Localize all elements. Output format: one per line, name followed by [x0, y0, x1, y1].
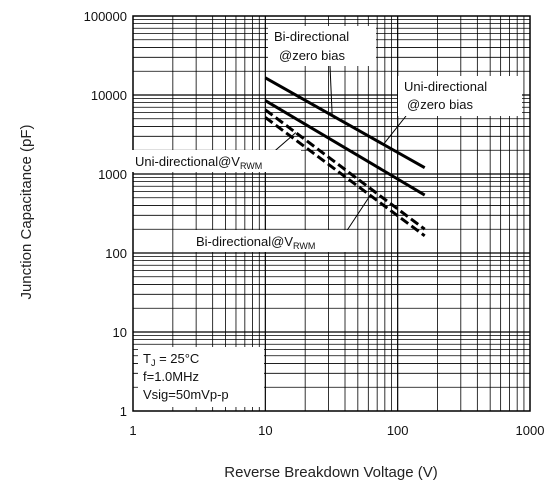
conditions-box-bg — [138, 347, 264, 407]
y-tick-label: 100000 — [84, 9, 127, 24]
series-line — [264, 116, 426, 238]
y-tick-label: 10000 — [91, 88, 127, 103]
series-layer — [264, 76, 426, 238]
x-tick-label: 100 — [387, 423, 409, 438]
series-line — [264, 108, 426, 231]
tick-layer: 1 10 100 1000 1 10 100 1000 10000 100000 — [84, 9, 545, 438]
conditions-tj-sub: J — [151, 358, 156, 368]
x-tick-label: 10 — [258, 423, 272, 438]
series-line — [264, 99, 426, 197]
x-tick-label: 1 — [129, 423, 136, 438]
plot-frame — [132, 15, 531, 412]
uni-zero-label-bg — [398, 76, 522, 116]
conditions-tj-rest: = 25°C — [155, 351, 199, 366]
uni-vrwm-label-bg — [131, 150, 301, 172]
uni-vrwm-label: Uni-directional@VRWM — [135, 154, 262, 171]
bi-vrwm-label: Bi-directional@VRWM — [196, 234, 315, 251]
y-tick-label: 100 — [105, 246, 127, 261]
conditions-freq: f=1.0MHz — [143, 369, 199, 384]
series-line — [264, 76, 426, 170]
uni-vrwm-label-main: Uni-directional@V — [135, 154, 240, 169]
leader-line — [345, 195, 371, 233]
bi-vrwm-label-main: Bi-directional@V — [196, 234, 293, 249]
x-tick-label: 1000 — [516, 423, 545, 438]
conditions-tj: TJ = 25°C — [143, 351, 199, 368]
uni-zero-label-line2: @zero bias — [407, 97, 473, 112]
bi-zero-label-line1: Bi-directional — [274, 29, 349, 44]
leader-line — [382, 115, 407, 145]
y-tick-label: 10 — [113, 325, 127, 340]
y-tick-label: 1000 — [98, 167, 127, 182]
uni-vrwm-label-sub: RWM — [240, 161, 262, 171]
bi-zero-label-bg — [268, 26, 376, 66]
bi-vrwm-label-bg — [192, 230, 354, 252]
conditions-vsig: Vsig=50mVp-p — [143, 387, 229, 402]
conditions-tj-main: T — [143, 351, 151, 366]
y-tick-label: 1 — [120, 404, 127, 419]
grid-minor — [133, 16, 530, 411]
leader-line — [329, 65, 333, 116]
bi-zero-label-line2: @zero bias — [279, 48, 345, 63]
x-axis-title: Reverse Breakdown Voltage (V) — [224, 464, 437, 481]
y-axis-title: Junction Capacitance (pF) — [18, 124, 35, 299]
uni-zero-label-line1: Uni-directional — [404, 79, 487, 94]
bi-vrwm-label-sub: RWM — [293, 241, 315, 251]
